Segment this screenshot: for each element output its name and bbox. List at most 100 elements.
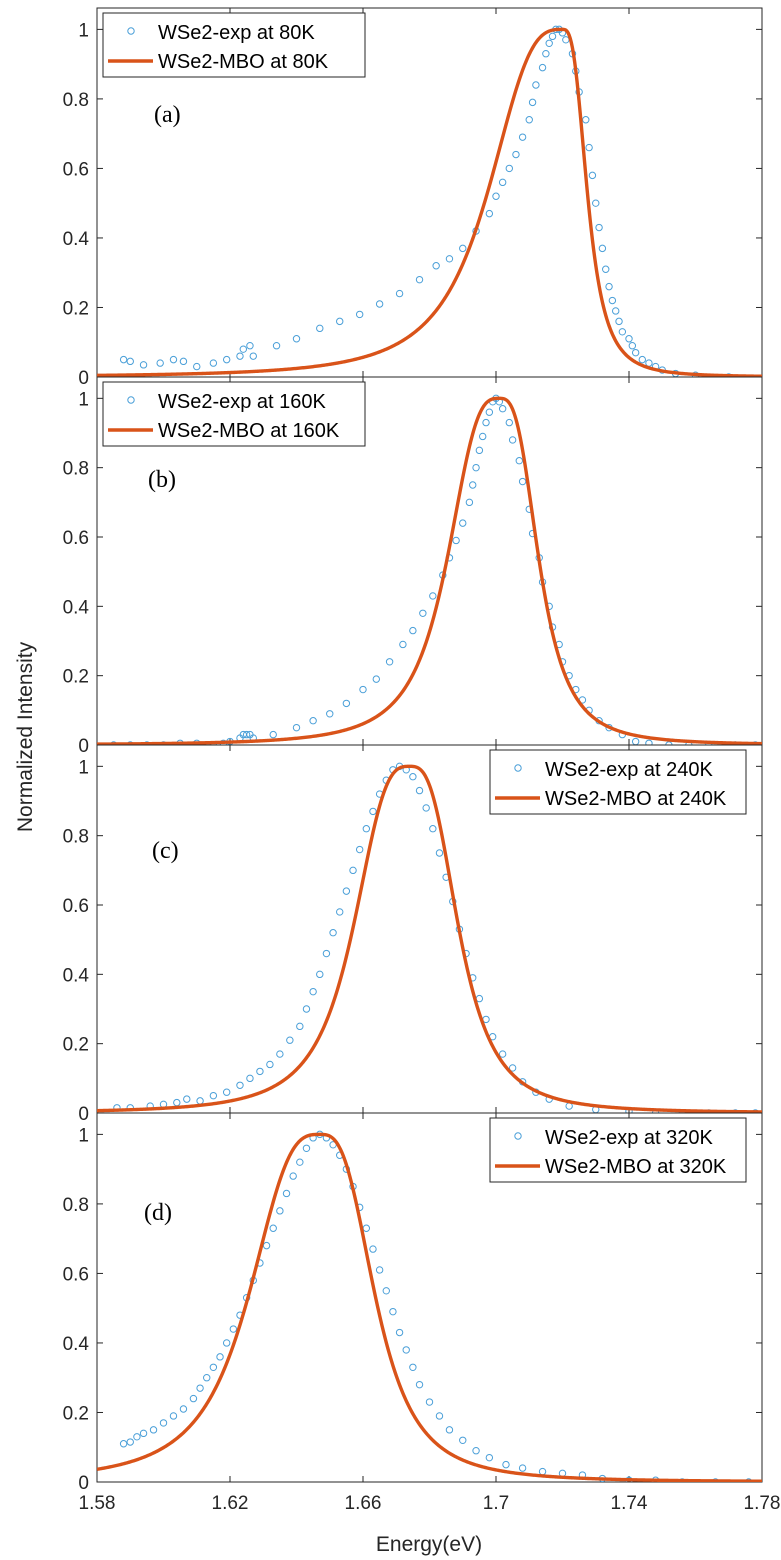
- exp-data-point: [595, 223, 603, 232]
- exp-data-point: [382, 1287, 390, 1295]
- exp-data-point: [276, 1207, 284, 1215]
- exp-data-point: [316, 970, 324, 979]
- exp-data-point: [445, 1426, 454, 1434]
- exp-data-point: [751, 1109, 760, 1113]
- legend-entry: WSe2-exp at 80K: [158, 22, 315, 44]
- exp-data-point: [562, 36, 570, 44]
- legend-box: [102, 381, 366, 447]
- exp-data-point: [402, 1346, 410, 1354]
- legend: WSe2-exp at 240K WSe2-MBO at 240K: [489, 749, 747, 815]
- exp-data-point: [508, 436, 517, 444]
- exp-data-point: [222, 1339, 231, 1347]
- exp-data-point: [216, 1353, 224, 1361]
- panel-c: 0 0.2 0.4 0.6 0.8 1 WSe2-exp at 240K WSe2-MBO a…: [63, 744, 763, 1125]
- exp-data-point: [615, 317, 623, 326]
- model-line: [97, 27, 762, 377]
- exp-data-point: [432, 262, 440, 270]
- exp-data-point: [286, 1036, 294, 1044]
- exp-data-point: [518, 1464, 527, 1472]
- exp-data-point: [209, 1091, 218, 1100]
- exp-data-point: [498, 1050, 507, 1058]
- exp-data-point: [485, 1453, 494, 1462]
- exp-data-point: [119, 1440, 128, 1448]
- exp-data-point: [545, 39, 553, 47]
- exp-data-point: [485, 209, 494, 218]
- exp-data-point: [159, 1419, 168, 1427]
- exp-data-point: [139, 1429, 148, 1438]
- exp-data-point: [498, 405, 507, 413]
- exp-data-point: [183, 1095, 191, 1103]
- exp-data-point: [588, 171, 597, 180]
- exp-data-point: [459, 519, 467, 527]
- exp-data-point: [139, 361, 148, 369]
- exp-data-point: [415, 1380, 424, 1389]
- exp-data-point: [505, 418, 513, 427]
- y-tick-label: 0.6: [63, 528, 89, 549]
- exp-data-point: [302, 1144, 311, 1152]
- exp-data-point: [169, 1412, 178, 1420]
- exp-data-point: [469, 481, 477, 489]
- exp-data-point: [256, 1067, 264, 1076]
- panel-label: (a): [154, 102, 181, 128]
- exp-data-point: [731, 1109, 740, 1113]
- exp-data-point: [326, 710, 334, 718]
- panel-label: (d): [144, 1200, 172, 1226]
- exp-data-point: [409, 1363, 417, 1371]
- exp-data-point: [302, 1005, 311, 1013]
- exp-data-point: [678, 1478, 686, 1482]
- panel-b: 0 0.2 0.4 0.6 0.8 1 WSe2-exp at 160K WSe2-MBO a…: [63, 376, 763, 757]
- exp-data-point: [505, 164, 513, 173]
- exp-data-point: [209, 1363, 218, 1371]
- exp-data-point: [548, 32, 557, 41]
- y-tick-label: 0.2: [63, 1035, 89, 1056]
- exp-data-point: [173, 1098, 181, 1107]
- y-tick-label: 0.8: [63, 459, 89, 480]
- exp-data-point: [276, 1050, 284, 1058]
- exp-data-point: [322, 949, 331, 958]
- y-tick-label: 1: [78, 20, 89, 41]
- exp-data-point: [472, 463, 480, 472]
- exp-data-point: [512, 150, 520, 159]
- exp-data-point: [203, 1374, 211, 1382]
- x-tick-label: 1.66: [345, 1493, 382, 1514]
- exp-data-point: [292, 335, 301, 343]
- model-line: [97, 396, 762, 745]
- legend-entry: WSe2-MBO at 80K: [158, 51, 329, 73]
- exp-data-point: [475, 446, 484, 455]
- panels: 0 0.2 0.4 0.6 0.8 1 WSe2-exp at 80K WSe2-MBO at…: [63, 7, 780, 1514]
- exp-data-point: [465, 498, 474, 507]
- y-tick-label: 1: [78, 757, 89, 778]
- exp-data-point: [309, 987, 317, 996]
- exp-data-point: [602, 265, 610, 273]
- legend: WSe2-exp at 80K WSe2-MBO at 80K: [102, 12, 366, 78]
- exp-data-point: [508, 1064, 517, 1072]
- exp-data-point: [355, 310, 364, 319]
- exp-data-point: [133, 1433, 141, 1441]
- exp-data-point: [585, 143, 593, 152]
- exp-data-point: [209, 359, 218, 367]
- exp-data-point: [229, 1325, 238, 1333]
- exp-data-point: [126, 1438, 134, 1446]
- exp-data-point: [355, 845, 364, 854]
- exp-data-point: [485, 408, 494, 416]
- exp-data-point: [336, 317, 344, 326]
- exp-data-point: [342, 887, 351, 895]
- exp-data-point: [372, 675, 380, 683]
- exp-data-point: [385, 658, 394, 666]
- legend: WSe2-exp at 320K WSe2-MBO at 320K: [489, 1117, 747, 1183]
- panel-a: 0 0.2 0.4 0.6 0.8 1 WSe2-exp at 80K WSe2-MBO at…: [63, 7, 763, 389]
- exp-data-point: [292, 723, 301, 732]
- exp-data-point: [608, 296, 617, 305]
- exp-data-point: [542, 50, 550, 58]
- exp-data-point: [369, 807, 377, 816]
- legend-entry: WSe2-MBO at 240K: [545, 788, 727, 810]
- y-tick-label: 0.2: [63, 1403, 89, 1424]
- exp-data-point: [472, 1447, 480, 1455]
- exp-data-point: [482, 418, 490, 427]
- legend-entry: WSe2-exp at 320K: [545, 1127, 714, 1149]
- exp-data-point: [329, 929, 337, 937]
- plot-area: [97, 1130, 762, 1482]
- panel-d: 0 0.2 0.4 0.6 0.8 1 1.58 1.62 1.66 1.7 1.74 1.78 WSe…: [63, 1112, 780, 1514]
- exp-data-point: [262, 1241, 271, 1250]
- exp-data-point: [582, 116, 590, 124]
